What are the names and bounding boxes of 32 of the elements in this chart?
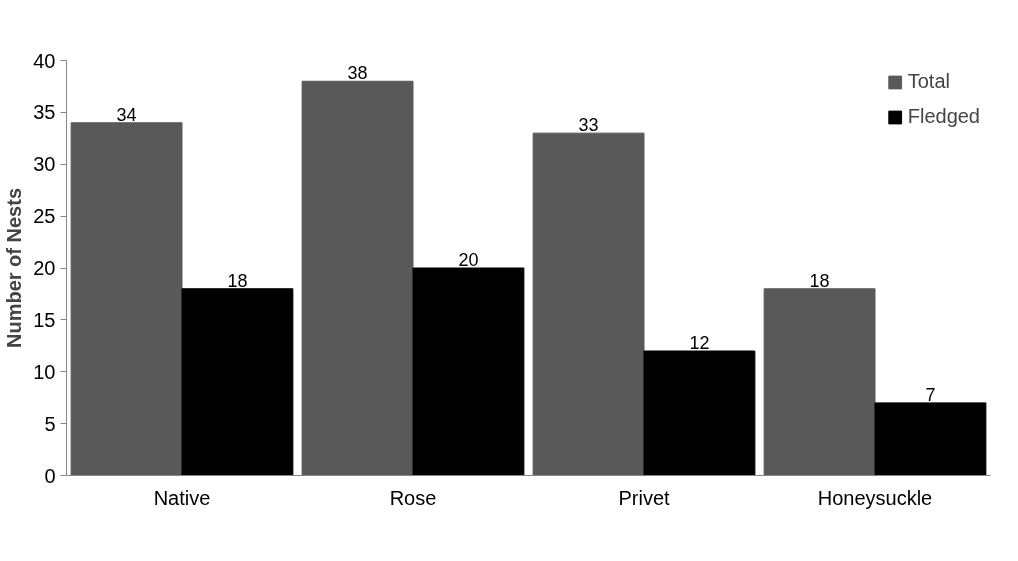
bar (532, 132, 645, 476)
y-tick-label: 35 (33, 101, 56, 124)
data-label: 12 (689, 333, 710, 353)
y-tick-label: 25 (33, 205, 56, 228)
data-label: 18 (227, 270, 248, 291)
y-tick-label: 5 (44, 412, 56, 435)
bar (763, 288, 876, 476)
bar (301, 80, 414, 476)
bar (412, 267, 525, 476)
data-label: 33 (578, 115, 599, 136)
bar (70, 122, 183, 476)
y-tick-label: 10 (33, 360, 56, 383)
data-label: 38 (347, 63, 368, 84)
data-label: 18 (809, 270, 830, 291)
y-axis-title: Number of Nests (3, 187, 26, 349)
y-tick-label: 20 (33, 257, 56, 279)
y-tick-label: 30 (33, 153, 56, 176)
y-tick-label: 40 (33, 49, 56, 72)
bar (643, 350, 756, 476)
legend-label: Total (907, 70, 950, 93)
data-label: 7 (925, 384, 936, 405)
y-tick-label: 0 (44, 464, 56, 487)
data-label: 34 (116, 104, 137, 125)
x-tick-label: Native (153, 486, 211, 509)
x-tick-label: Privet (618, 486, 670, 509)
bar (181, 288, 294, 476)
data-label: 20 (458, 250, 479, 270)
legend-label: Fledged (907, 105, 980, 128)
bar (874, 402, 987, 476)
y-tick-label: 15 (33, 308, 56, 331)
x-tick-label: Honeysuckle (817, 486, 933, 509)
x-tick-label: Rose (389, 486, 437, 509)
